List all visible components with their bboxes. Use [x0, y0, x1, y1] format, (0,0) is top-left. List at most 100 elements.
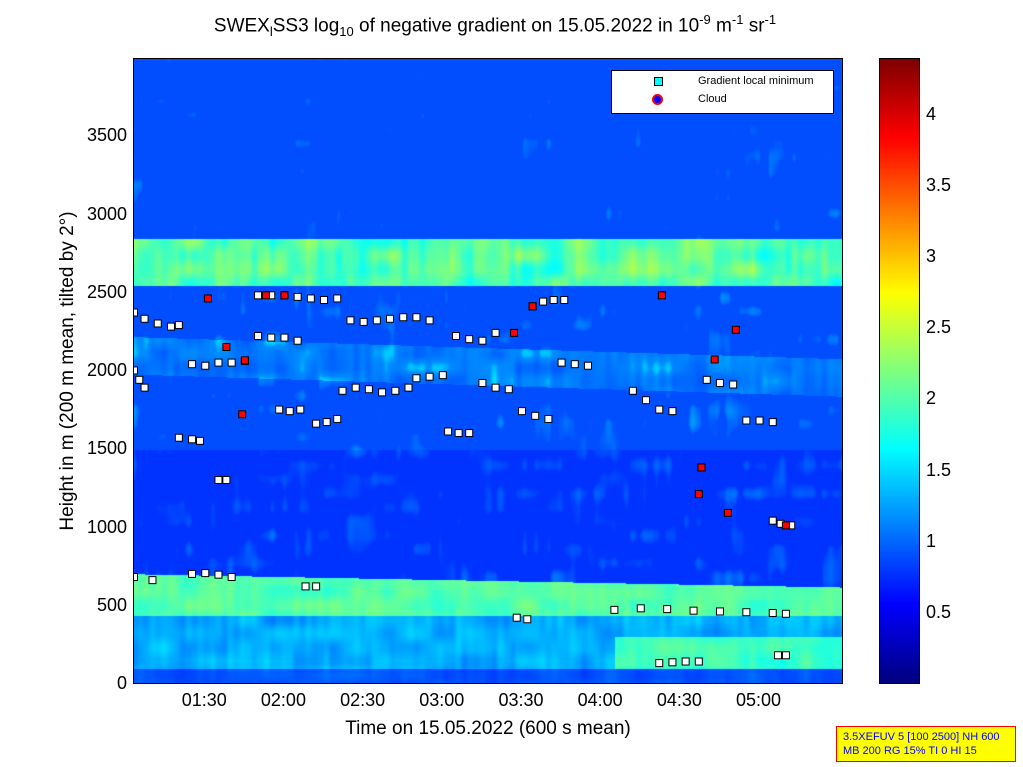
colorbar-tick-label: 3	[926, 246, 937, 267]
gradient-minimum-marker	[781, 609, 790, 618]
gradient-minimum-marker	[412, 374, 421, 383]
gradient-minimum-marker	[668, 407, 677, 416]
gradient-minimum-marker	[715, 378, 724, 387]
gradient-minimum-marker	[296, 405, 305, 414]
gradient-minimum-marker	[425, 316, 434, 325]
gradient-minimum-marker	[689, 606, 698, 615]
gradient-minimum-marker	[781, 651, 790, 660]
gradient-minimum-marker	[539, 297, 548, 306]
y-tick-label: 2000	[86, 360, 127, 380]
cyan-square-icon	[654, 77, 663, 86]
y-axis-label: Height in m (200 m mean, tilted by 2°)	[57, 211, 78, 531]
gradient-minimum-marker	[755, 416, 764, 425]
gradient-minimum-marker	[628, 386, 637, 395]
gradient-minimum-marker	[570, 360, 579, 369]
gradient-minimum-marker	[491, 383, 500, 392]
gradient-minimum-marker	[372, 316, 381, 325]
gradient-minimum-marker	[134, 308, 138, 317]
gradient-minimum-marker	[346, 316, 355, 325]
cloud-marker	[280, 291, 289, 300]
gradient-minimum-marker	[404, 383, 413, 392]
colorbar-tick-label: 2.5	[926, 317, 952, 338]
heatmap	[134, 59, 842, 683]
gradient-minimum-marker	[227, 358, 236, 367]
colorbar-tick-label: 3.5	[926, 175, 952, 196]
gradient-minimum-marker	[768, 516, 777, 525]
cloud-marker	[710, 355, 719, 364]
x-tick-label: 03:00	[419, 690, 465, 710]
gradient-minimum-marker	[491, 328, 500, 337]
y-tick-label: 3000	[86, 203, 127, 224]
gradient-minimum-marker	[312, 419, 321, 428]
x-axis-label: Time on 15.05.2022 (600 s mean)	[345, 718, 631, 739]
gradient-minimum-marker	[412, 313, 421, 322]
gradient-minimum-marker	[174, 433, 183, 442]
cloud-marker	[240, 356, 249, 365]
gradient-minimum-marker	[333, 294, 342, 303]
gradient-minimum-marker	[386, 314, 395, 323]
gradient-minimum-marker	[166, 322, 175, 331]
colorbar-tick-label: 1	[926, 530, 937, 551]
x-tick-label: 02:00	[260, 690, 306, 710]
gradient-minimum-marker	[148, 576, 157, 585]
cloud-marker	[657, 291, 666, 300]
gradient-minimum-marker	[504, 385, 513, 394]
gradient-minimum-marker	[465, 429, 474, 438]
colorbar-tick-label: 1.5	[926, 459, 952, 480]
gradient-minimum-marker	[201, 361, 210, 370]
gradient-minimum-marker	[636, 604, 645, 613]
gradient-minimum-marker	[140, 314, 149, 323]
gradient-minimum-marker	[444, 427, 453, 436]
gradient-minimum-marker	[454, 429, 463, 438]
cloud-marker	[697, 463, 706, 472]
gradient-minimum-marker	[275, 405, 284, 414]
gradient-minimum-marker	[359, 317, 368, 326]
gradient-minimum-marker	[338, 386, 347, 395]
gradient-minimum-marker	[364, 385, 373, 394]
cloud-marker	[238, 410, 247, 419]
gradient-minimum-marker	[768, 418, 777, 427]
gradient-minimum-marker	[681, 657, 690, 666]
gradient-minimum-marker	[293, 292, 302, 301]
cloud-marker	[781, 521, 790, 530]
colorbar-tick-label: 4	[926, 103, 937, 124]
gradient-minimum-marker	[306, 294, 315, 303]
gradient-minimum-marker	[425, 372, 434, 381]
legend: Gradient local minimum Cloud	[611, 70, 834, 114]
cloud-marker	[510, 328, 519, 337]
info-box: 3.5XEFUV 5 [100 2500] NH 600 MB 200 RG 1…	[836, 726, 1016, 762]
gradient-minimum-marker	[214, 358, 223, 367]
gradient-minimum-marker	[774, 651, 783, 660]
x-tick-label: 03:30	[498, 690, 544, 710]
gradient-minimum-marker	[188, 360, 197, 369]
gradient-minimum-marker	[153, 319, 162, 328]
gradient-minimum-marker	[668, 658, 677, 667]
legend-label: Cloud	[698, 93, 727, 105]
gradient-minimum-marker	[702, 375, 711, 384]
gradient-minimum-marker	[135, 375, 144, 384]
cloud-marker	[528, 302, 537, 311]
gradient-minimum-marker	[517, 407, 526, 416]
gradient-minimum-marker	[280, 333, 289, 342]
gradient-minimum-marker	[214, 475, 223, 484]
gradient-minimum-marker	[188, 569, 197, 578]
gradient-minimum-marker	[560, 296, 569, 305]
gradient-minimum-marker	[729, 380, 738, 389]
gradient-minimum-marker	[438, 371, 447, 380]
gradient-minimum-marker	[320, 296, 329, 305]
cloud-marker	[222, 342, 231, 351]
y-tick-label: 3500	[86, 125, 127, 146]
gradient-minimum-marker	[478, 336, 487, 345]
gradient-minimum-marker	[742, 608, 751, 617]
gradient-minimum-marker	[378, 388, 387, 397]
gradient-minimum-marker	[214, 570, 223, 579]
gradient-minimum-marker	[694, 657, 703, 666]
cloud-marker	[694, 490, 703, 499]
x-tick-label: 04:30	[656, 690, 702, 710]
cloud-marker	[731, 325, 740, 334]
gradient-minimum-marker	[742, 416, 751, 425]
gradient-minimum-marker	[655, 659, 664, 668]
y-tick-label: 0	[116, 673, 127, 693]
gradient-minimum-marker	[583, 361, 592, 370]
colorbar-tick-label: 0.5	[926, 601, 952, 622]
